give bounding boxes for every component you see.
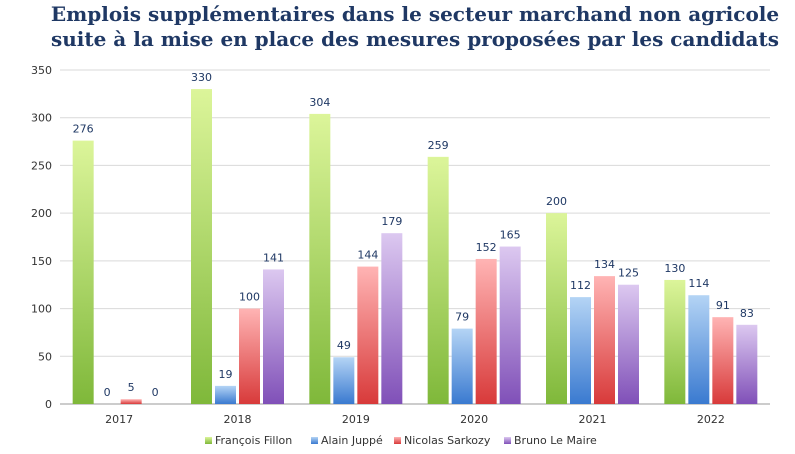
data-label: 91 <box>716 299 730 312</box>
y-tick-label: 50 <box>38 350 52 363</box>
bar <box>427 156 449 404</box>
legend-label: Alain Juppé <box>321 434 383 447</box>
y-tick-label: 350 <box>31 64 52 77</box>
bar <box>120 399 142 404</box>
data-label: 165 <box>500 229 521 242</box>
data-label: 83 <box>740 307 754 320</box>
data-label: 125 <box>618 267 639 280</box>
x-tick-label: 2020 <box>460 413 488 426</box>
data-label: 152 <box>476 241 497 254</box>
data-label: 276 <box>73 123 94 136</box>
x-tick-label: 2022 <box>697 413 725 426</box>
data-label: 130 <box>664 262 685 275</box>
bar <box>736 324 758 404</box>
data-label: 79 <box>455 311 469 324</box>
gridlines <box>60 69 770 405</box>
bar <box>381 233 403 404</box>
legend-swatch <box>311 437 318 444</box>
y-tick-label: 150 <box>31 255 52 268</box>
y-axis-ticks: 0 50 100 150 200 250 300 350 <box>31 64 52 411</box>
data-label: 112 <box>570 279 591 292</box>
x-tick-label: 2019 <box>342 413 370 426</box>
bar <box>191 89 212 404</box>
y-tick-label: 200 <box>31 207 52 220</box>
x-axis-ticks: 2017 2018 2019 2020 2021 2022 <box>105 413 725 426</box>
data-label: 200 <box>546 195 567 208</box>
bar <box>475 258 497 404</box>
legend-swatch <box>504 437 511 444</box>
x-tick-label: 2017 <box>105 413 133 426</box>
bar <box>309 113 331 404</box>
bar <box>594 276 615 404</box>
bar <box>618 284 639 404</box>
data-label: 100 <box>239 291 260 304</box>
bar <box>215 385 236 404</box>
data-label: 0 <box>152 386 159 399</box>
data-label: 0 <box>104 386 111 399</box>
chart-title-line-2: suite à la mise en place des mesures pro… <box>51 27 779 51</box>
data-label: 179 <box>381 215 402 228</box>
bar <box>570 297 591 404</box>
x-tick-label: 2021 <box>579 413 607 426</box>
bar <box>357 266 379 404</box>
legend-swatch <box>205 437 212 444</box>
data-label: 134 <box>594 258 615 271</box>
data-label: 259 <box>428 139 449 152</box>
bar <box>263 269 284 404</box>
data-label: 304 <box>309 96 330 109</box>
legend: François Fillon Alain Juppé Nicolas Sarkoz… <box>205 434 597 447</box>
bar <box>712 317 734 404</box>
data-label: 49 <box>337 339 351 352</box>
y-tick-label: 100 <box>31 303 52 316</box>
chart-title-line-1: Emplois supplémentaires dans le secteur … <box>51 2 779 26</box>
x-tick-label: 2018 <box>224 413 252 426</box>
bar <box>72 140 94 405</box>
data-label: 141 <box>263 251 284 264</box>
legend-label: Bruno Le Maire <box>514 434 597 447</box>
legend-label: Nicolas Sarkozy <box>404 434 491 447</box>
bar <box>333 357 355 404</box>
y-tick-label: 0 <box>45 398 52 411</box>
data-label: 114 <box>688 277 709 290</box>
bar <box>688 295 710 404</box>
data-label: 19 <box>219 368 233 381</box>
y-tick-label: 250 <box>31 159 52 172</box>
data-label: 330 <box>191 71 212 84</box>
data-label: 5 <box>128 381 135 394</box>
bar <box>239 308 260 404</box>
bars <box>72 89 758 405</box>
bar <box>664 279 686 404</box>
data-label: 144 <box>357 249 378 262</box>
y-tick-label: 300 <box>31 112 52 125</box>
bar <box>546 213 567 404</box>
bar <box>451 328 473 404</box>
legend-label: François Fillon <box>215 434 292 447</box>
bar <box>499 246 521 404</box>
legend-swatch <box>394 437 401 444</box>
